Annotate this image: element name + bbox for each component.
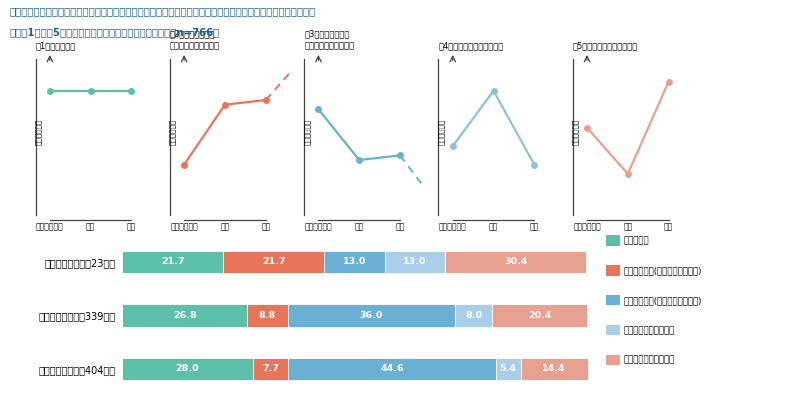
Text: 44.6: 44.6 [380, 364, 404, 374]
Text: 変わらない: 変わらない [624, 236, 649, 245]
Text: 下がったまま(下がり続けている): 下がったまま(下がり続けている) [624, 296, 702, 305]
Bar [445, 251, 586, 273]
Text: 5.4: 5.4 [500, 364, 517, 374]
Text: 意欲・やる気: 意欲・やる気 [572, 119, 579, 146]
Text: 意欲・やる気: 意欲・やる気 [169, 119, 176, 146]
Bar [521, 358, 588, 380]
Bar [288, 358, 495, 380]
Text: 一度下がって上がった: 一度下がって上がった [624, 356, 675, 365]
Text: 21.7: 21.7 [161, 257, 185, 266]
Bar [247, 304, 288, 327]
Text: （4）一度上がって下がった: （4）一度上がって下がった [438, 42, 504, 50]
Text: 7.7: 7.7 [262, 364, 279, 374]
Bar [385, 251, 445, 273]
Text: 13.0: 13.0 [343, 257, 366, 266]
Text: （3）下がったまま
（下がり続けている）: （3）下がったまま （下がり続けている） [304, 29, 354, 50]
Text: （2）上がったまま
（上がり続けている）: （2）上がったまま （上がり続けている） [170, 29, 220, 50]
Bar [122, 358, 253, 380]
Bar [122, 304, 247, 327]
Text: 26.8: 26.8 [173, 311, 197, 320]
Text: （1）変わらない: （1）変わらない [36, 42, 76, 50]
Text: 一度上がって下がった: 一度上がって下がった [624, 326, 675, 335]
Text: 14.4: 14.4 [543, 364, 566, 374]
Text: 意欲・やる気: 意欲・やる気 [303, 119, 310, 146]
Legend: 変わらない, 上がったまま(上がり続けている), 下がったまま(下がり続けている), 一度上がって下がった, 一度下がって上がった: 変わらない, 上がったまま(上がり続けている), 下がったまま(下がり続けている… [608, 237, 703, 303]
Text: 次の（1）～（5）のどれに一番近いですか。〈単一回答／n=766〉: 次の（1）～（5）のどれに一番近いですか。〈単一回答／n=766〉 [9, 27, 220, 37]
Bar [122, 251, 224, 273]
Bar [324, 251, 385, 273]
Text: 8.8: 8.8 [259, 311, 276, 320]
Text: 現在の職場でポストオフ直後から現在までのあなたの「仕事に対する意欲・やる気」をグラフにするとしたら、: 現在の職場でポストオフ直後から現在までのあなたの「仕事に対する意欲・やる気」をグ… [9, 6, 316, 16]
Text: 21.7: 21.7 [262, 257, 285, 266]
Text: 28.0: 28.0 [175, 364, 199, 374]
Bar [492, 304, 587, 327]
Bar [495, 358, 521, 380]
Text: 意欲・やる気: 意欲・やる気 [438, 119, 445, 146]
Text: 8.0: 8.0 [465, 311, 482, 320]
Text: 20.4: 20.4 [528, 311, 551, 320]
Text: 13.0: 13.0 [403, 257, 427, 266]
Text: 上がったまま(上がり続けている): 上がったまま(上がり続けている) [624, 266, 702, 275]
Bar [288, 304, 455, 327]
Bar [455, 304, 492, 327]
Bar [224, 251, 324, 273]
Bar [253, 358, 288, 380]
Text: 36.0: 36.0 [359, 311, 383, 320]
Text: 30.4: 30.4 [504, 257, 527, 266]
Text: 意欲・やる気: 意欲・やる気 [35, 119, 42, 146]
Text: （5）一度下がって上がった: （5）一度下がって上がった [573, 42, 638, 50]
